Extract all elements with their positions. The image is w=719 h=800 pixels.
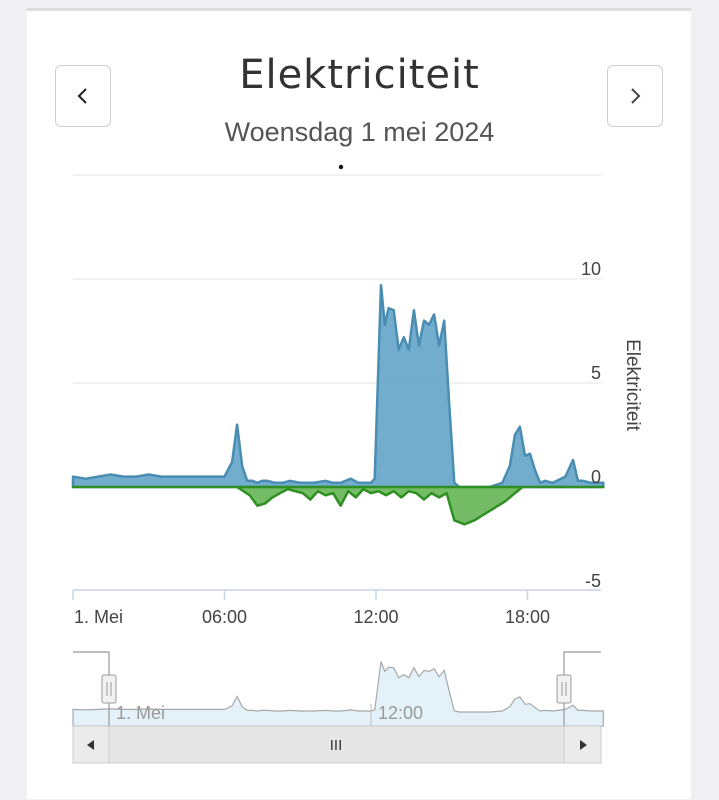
y-tick-label: 10 xyxy=(581,259,601,279)
navigator-right-handle[interactable] xyxy=(556,674,572,704)
scrollbar-thumb[interactable] xyxy=(108,725,565,764)
series-area-1 xyxy=(71,283,605,489)
chart-subtitle: Woensdag 1 mei 2024 xyxy=(224,117,495,147)
previous-day-button[interactable] xyxy=(55,65,111,127)
scrollbar-grip: III xyxy=(330,737,343,754)
arrow-right-icon xyxy=(580,740,587,750)
chevron-left-icon xyxy=(77,88,87,104)
scrollbar[interactable]: III xyxy=(72,725,602,764)
navigator[interactable]: 1. Mei 12:00 xyxy=(72,651,604,727)
navigator-label-start: 1. Mei xyxy=(116,703,165,723)
x-tick-label: 1. Mei xyxy=(74,607,123,627)
chevron-right-icon xyxy=(631,88,641,104)
navigator-label-noon: 12:00 xyxy=(378,703,423,723)
x-tick-label: 12:00 xyxy=(353,607,398,627)
chart-title: Elektriciteit xyxy=(239,52,480,98)
y-tick-label: -5 xyxy=(585,571,601,591)
y-tick-label: 0 xyxy=(591,467,601,487)
navigator-left-handle[interactable] xyxy=(101,674,117,704)
y-axis-title: Elektriciteit xyxy=(622,339,643,432)
dot-marker xyxy=(338,164,344,170)
navigator-series xyxy=(72,661,604,727)
x-tick-label: 06:00 xyxy=(202,607,247,627)
series-area-2 xyxy=(71,485,605,526)
y-axis: -5 0 5 10 xyxy=(581,259,601,591)
plot-area xyxy=(71,283,605,526)
x-axis: 1. Mei 06:00 12:00 18:00 xyxy=(72,589,601,627)
grid xyxy=(73,174,601,384)
next-day-button[interactable] xyxy=(607,65,663,127)
y-tick-label: 5 xyxy=(591,363,601,383)
x-tick-label: 18:00 xyxy=(505,607,550,627)
arrow-left-icon xyxy=(87,740,94,750)
